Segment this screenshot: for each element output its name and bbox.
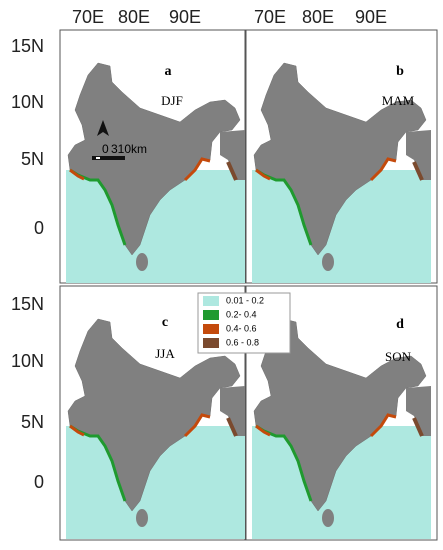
panel-season: SON [385, 349, 412, 364]
legend-swatch [203, 324, 219, 334]
panel-season: JJA [155, 346, 175, 361]
latitude-label: 0 [34, 472, 44, 492]
north-arrow [97, 120, 109, 136]
longitude-label: 90E [355, 7, 387, 27]
latitude-label: 10N [11, 92, 44, 112]
longitude-label: 80E [302, 7, 334, 27]
scale-bar [96, 157, 100, 159]
panel-frame [245, 285, 438, 541]
panel-letter: d [396, 317, 404, 332]
panel-letter: b [396, 64, 404, 79]
legend-label: 0.2- 0.4 [226, 309, 257, 319]
longitude-label: 80E [118, 7, 150, 27]
panel-letter: a [165, 64, 172, 79]
scale-start: 0 [102, 142, 109, 156]
legend-label: 0.4- 0.6 [226, 323, 257, 333]
scale-bar [92, 156, 125, 160]
panel-letter: c [162, 315, 168, 330]
legend-label: 0.01 - 0.2 [226, 295, 264, 305]
longitude-label: 90E [169, 7, 201, 27]
latitude-label: 15N [11, 294, 44, 314]
legend-swatch [203, 296, 219, 306]
legend-swatch [203, 310, 219, 320]
longitude-label: 70E [254, 7, 286, 27]
latitude-label: 0 [34, 218, 44, 238]
panel-season: DJF [161, 93, 183, 108]
map [64, 61, 247, 285]
latitude-label: 5N [21, 412, 44, 432]
latitude-label: 15N [11, 36, 44, 56]
scale-end: 310km [111, 142, 147, 156]
latitude-label: 10N [11, 351, 44, 371]
latitude-label: 5N [21, 149, 44, 169]
longitude-label: 70E [72, 7, 104, 27]
legend-label: 0.6 - 0.8 [226, 337, 259, 347]
panel-season: MAM [382, 93, 415, 108]
legend-swatch [203, 338, 219, 348]
